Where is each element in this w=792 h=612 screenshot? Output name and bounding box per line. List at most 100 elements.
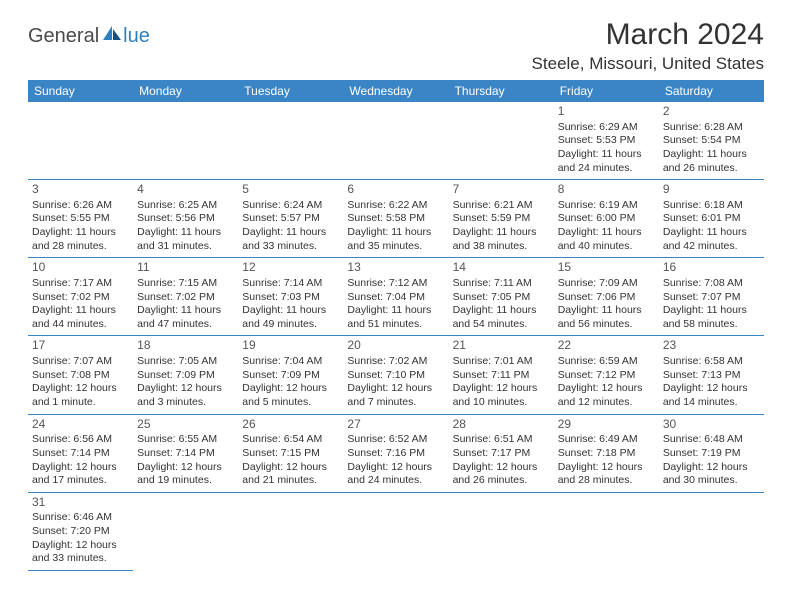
day-detail: Sunrise: 6:48 AM xyxy=(663,433,760,447)
header: General lue March 2024 Steele, Missouri,… xyxy=(28,18,764,74)
day-number: 21 xyxy=(453,338,550,354)
day-detail: Sunrise: 6:52 AM xyxy=(347,433,444,447)
day-detail: Daylight: 11 hours xyxy=(663,304,760,318)
day-number: 2 xyxy=(663,104,760,120)
day-detail: Daylight: 11 hours xyxy=(137,226,234,240)
day-detail: and 26 minutes. xyxy=(663,162,760,176)
day-detail: Sunset: 7:20 PM xyxy=(32,525,129,539)
day-detail: and 12 minutes. xyxy=(558,396,655,410)
day-number: 28 xyxy=(453,417,550,433)
day-detail: Daylight: 12 hours xyxy=(32,461,129,475)
day-number: 9 xyxy=(663,182,760,198)
calendar-cell: 18Sunrise: 7:05 AMSunset: 7:09 PMDayligh… xyxy=(133,336,238,414)
sail-icon xyxy=(101,24,123,47)
day-detail: Sunset: 7:14 PM xyxy=(32,447,129,461)
day-number: 5 xyxy=(242,182,339,198)
day-detail: Sunset: 7:15 PM xyxy=(242,447,339,461)
day-detail: Daylight: 11 hours xyxy=(242,304,339,318)
day-number: 16 xyxy=(663,260,760,276)
location-text: Steele, Missouri, United States xyxy=(532,54,764,74)
day-detail: Sunset: 7:16 PM xyxy=(347,447,444,461)
day-detail: Sunrise: 7:17 AM xyxy=(32,277,129,291)
day-number: 24 xyxy=(32,417,129,433)
day-detail: Sunrise: 6:46 AM xyxy=(32,511,129,525)
day-detail: Sunset: 7:12 PM xyxy=(558,369,655,383)
day-detail: Sunset: 7:19 PM xyxy=(663,447,760,461)
weekday-header: Wednesday xyxy=(343,80,448,102)
calendar-cell: 27Sunrise: 6:52 AMSunset: 7:16 PMDayligh… xyxy=(343,414,448,492)
day-detail: and 31 minutes. xyxy=(137,240,234,254)
calendar-cell: 16Sunrise: 7:08 AMSunset: 7:07 PMDayligh… xyxy=(659,258,764,336)
day-detail: Daylight: 12 hours xyxy=(347,461,444,475)
day-detail: Sunrise: 6:49 AM xyxy=(558,433,655,447)
day-detail: Sunrise: 6:25 AM xyxy=(137,199,234,213)
day-number: 30 xyxy=(663,417,760,433)
calendar-cell: 28Sunrise: 6:51 AMSunset: 7:17 PMDayligh… xyxy=(449,414,554,492)
day-detail: and 38 minutes. xyxy=(453,240,550,254)
day-detail: Daylight: 12 hours xyxy=(32,539,129,553)
calendar-cell: 12Sunrise: 7:14 AMSunset: 7:03 PMDayligh… xyxy=(238,258,343,336)
day-detail: and 1 minute. xyxy=(32,396,129,410)
day-detail: Daylight: 12 hours xyxy=(558,461,655,475)
day-detail: Sunrise: 7:05 AM xyxy=(137,355,234,369)
calendar-cell: 26Sunrise: 6:54 AMSunset: 7:15 PMDayligh… xyxy=(238,414,343,492)
calendar-cell: 14Sunrise: 7:11 AMSunset: 7:05 PMDayligh… xyxy=(449,258,554,336)
day-detail: Daylight: 12 hours xyxy=(242,382,339,396)
day-detail: and 44 minutes. xyxy=(32,318,129,332)
day-number: 12 xyxy=(242,260,339,276)
day-number: 8 xyxy=(558,182,655,198)
day-detail: and 56 minutes. xyxy=(558,318,655,332)
day-detail: Sunset: 7:11 PM xyxy=(453,369,550,383)
day-detail: Daylight: 12 hours xyxy=(242,461,339,475)
day-detail: Sunset: 7:02 PM xyxy=(137,291,234,305)
day-detail: Sunset: 7:18 PM xyxy=(558,447,655,461)
day-detail: Sunset: 5:55 PM xyxy=(32,212,129,226)
day-number: 14 xyxy=(453,260,550,276)
day-detail: Sunrise: 6:56 AM xyxy=(32,433,129,447)
day-detail: Sunset: 7:09 PM xyxy=(242,369,339,383)
day-detail: and 28 minutes. xyxy=(558,474,655,488)
day-detail: Sunset: 5:54 PM xyxy=(663,134,760,148)
calendar-cell: 8Sunrise: 6:19 AMSunset: 6:00 PMDaylight… xyxy=(554,180,659,258)
day-number: 25 xyxy=(137,417,234,433)
day-detail: Sunrise: 6:55 AM xyxy=(137,433,234,447)
calendar-cell: 31Sunrise: 6:46 AMSunset: 7:20 PMDayligh… xyxy=(28,492,133,570)
day-detail: and 40 minutes. xyxy=(558,240,655,254)
day-number: 13 xyxy=(347,260,444,276)
weekday-header: Sunday xyxy=(28,80,133,102)
calendar-cell: 15Sunrise: 7:09 AMSunset: 7:06 PMDayligh… xyxy=(554,258,659,336)
day-detail: Daylight: 12 hours xyxy=(663,382,760,396)
day-detail: Daylight: 11 hours xyxy=(347,304,444,318)
calendar-cell xyxy=(449,102,554,180)
day-detail: Sunset: 7:13 PM xyxy=(663,369,760,383)
day-detail: Sunset: 7:06 PM xyxy=(558,291,655,305)
day-detail: Sunrise: 7:09 AM xyxy=(558,277,655,291)
day-detail: Sunrise: 7:15 AM xyxy=(137,277,234,291)
calendar-cell: 30Sunrise: 6:48 AMSunset: 7:19 PMDayligh… xyxy=(659,414,764,492)
calendar-cell xyxy=(659,492,764,570)
day-number: 29 xyxy=(558,417,655,433)
day-detail: and 30 minutes. xyxy=(663,474,760,488)
calendar-cell: 1Sunrise: 6:29 AMSunset: 5:53 PMDaylight… xyxy=(554,102,659,180)
day-number: 10 xyxy=(32,260,129,276)
calendar-cell: 10Sunrise: 7:17 AMSunset: 7:02 PMDayligh… xyxy=(28,258,133,336)
day-detail: Daylight: 11 hours xyxy=(242,226,339,240)
calendar-cell: 29Sunrise: 6:49 AMSunset: 7:18 PMDayligh… xyxy=(554,414,659,492)
calendar-cell xyxy=(133,102,238,180)
day-number: 19 xyxy=(242,338,339,354)
day-detail: Daylight: 11 hours xyxy=(32,226,129,240)
calendar-cell: 11Sunrise: 7:15 AMSunset: 7:02 PMDayligh… xyxy=(133,258,238,336)
day-number: 15 xyxy=(558,260,655,276)
calendar-cell xyxy=(238,492,343,570)
calendar-cell: 21Sunrise: 7:01 AMSunset: 7:11 PMDayligh… xyxy=(449,336,554,414)
weekday-header: Tuesday xyxy=(238,80,343,102)
calendar-cell xyxy=(449,492,554,570)
weekday-header: Monday xyxy=(133,80,238,102)
day-detail: Daylight: 11 hours xyxy=(663,148,760,162)
day-detail: Sunset: 7:08 PM xyxy=(32,369,129,383)
calendar-cell xyxy=(343,492,448,570)
month-title: March 2024 xyxy=(532,18,764,52)
day-detail: Daylight: 12 hours xyxy=(453,461,550,475)
day-detail: Sunrise: 7:14 AM xyxy=(242,277,339,291)
day-detail: Sunrise: 6:26 AM xyxy=(32,199,129,213)
